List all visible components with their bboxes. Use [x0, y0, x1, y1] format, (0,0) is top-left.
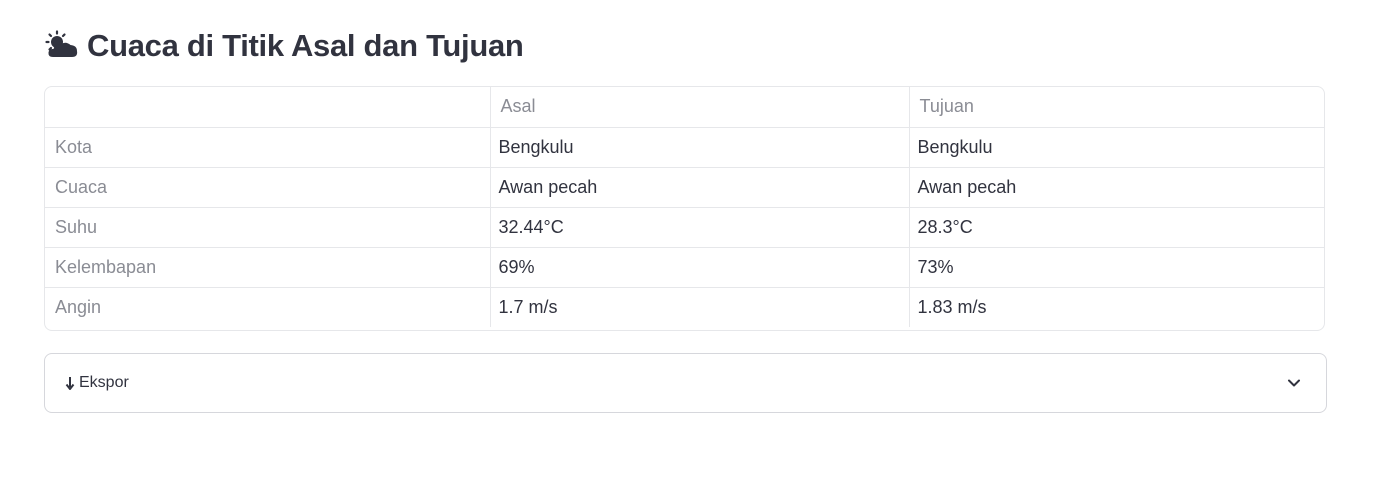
row-label: Cuaca	[45, 167, 491, 208]
cell-asal: 1.7 m/s	[490, 287, 910, 327]
page-title: Cuaca di Titik Asal dan Tujuan	[44, 26, 524, 66]
row-label: Kota	[45, 127, 491, 168]
export-expander[interactable]: Ekspor	[44, 353, 1327, 413]
row-label: Kelembapan	[45, 247, 491, 288]
export-expander-label: Ekspor	[79, 374, 129, 391]
table-row: Angin 1.7 m/s 1.83 m/s	[45, 287, 1324, 327]
row-label: Suhu	[45, 207, 491, 248]
column-header-tujuan: Tujuan	[909, 87, 1324, 128]
cell-tujuan: 28.3°C	[909, 207, 1324, 248]
cell-asal: Awan pecah	[490, 167, 910, 208]
export-expander-header: Ekspor	[65, 374, 129, 392]
cell-asal: 69%	[490, 247, 910, 288]
table-row: Kelembapan 69% 73%	[45, 247, 1324, 288]
cell-tujuan: Bengkulu	[909, 127, 1324, 168]
cell-tujuan: Awan pecah	[909, 167, 1324, 208]
cell-tujuan: 1.83 m/s	[917, 296, 987, 317]
table-row: Suhu 32.44°C 28.3°C	[45, 207, 1324, 248]
table-row: Kota Bengkulu Bengkulu	[45, 127, 1324, 168]
column-header-index	[45, 87, 491, 128]
cell-tujuan: 73%	[909, 247, 1324, 288]
column-header-asal: Asal	[490, 87, 910, 128]
chevron-down-icon[interactable]	[1286, 375, 1302, 391]
cell-asal: 32.44°C	[490, 207, 910, 248]
page-title-text: Cuaca di Titik Asal dan Tujuan	[87, 28, 524, 63]
row-label: Angin	[45, 287, 491, 327]
weather-table: Asal Tujuan Kota Bengkulu Bengkulu Cuaca…	[44, 86, 1325, 331]
download-arrow-icon	[65, 375, 75, 391]
table-row: Cuaca Awan pecah Awan pecah	[45, 167, 1324, 208]
cell-asal: Bengkulu	[490, 127, 910, 168]
sun-behind-cloud-icon	[44, 30, 80, 62]
table-header-row: Asal Tujuan	[45, 87, 1324, 128]
